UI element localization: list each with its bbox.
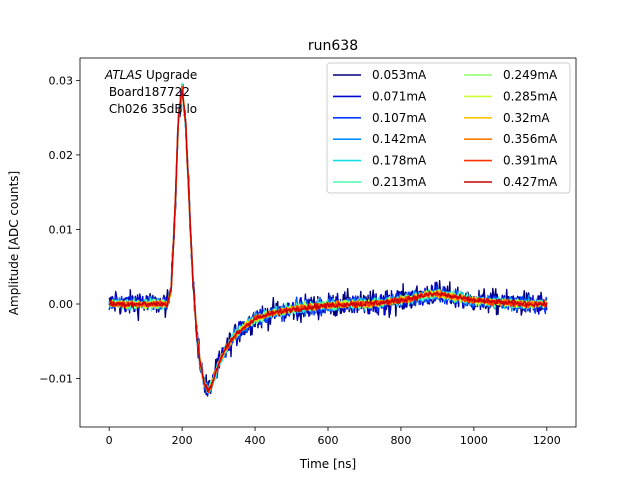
y-tick-label: −0.01 (39, 373, 73, 386)
annotation-board: Board187722 (105, 85, 190, 99)
y-tick-label: 0.03 (49, 74, 74, 87)
plot-area (108, 82, 548, 397)
legend-label: 0.213mA (372, 175, 427, 189)
legend-label: 0.391mA (503, 154, 558, 168)
legend-box (326, 62, 571, 194)
legend-label: 0.285mA (503, 89, 558, 103)
y-tick-label: 0.02 (49, 149, 74, 162)
series-line-11 (108, 89, 548, 393)
axis-ticks: 0 200 400 600 800 1000 1200 −0.01 0.00 0.01 0.02 0.… (39, 74, 561, 447)
x-tick-label: 600 (318, 434, 339, 447)
chart-title: run638 (308, 38, 358, 54)
x-tick-label: 200 (172, 434, 193, 447)
legend: 0.053mA 0.071mA 0.107mA 0.142mA 0.178mA 0.213… (326, 62, 571, 194)
legend-label: 0.107mA (372, 111, 427, 125)
legend-label: 0.249mA (503, 68, 558, 82)
x-tick-label: 400 (245, 434, 266, 447)
y-axis-label: Amplitude [ADC counts] (7, 171, 21, 315)
y-tick-label: 0.00 (49, 298, 74, 311)
legend-label: 0.053mA (372, 68, 427, 82)
x-tick-label: 0 (106, 434, 113, 447)
y-tick-label: 0.01 (49, 223, 74, 236)
annotation-text: ATLAS Upgrade (104, 68, 197, 82)
annotation-upgrade: Upgrade (142, 68, 197, 82)
legend-label: 0.356mA (503, 132, 558, 146)
legend-label: 0.427mA (503, 175, 558, 189)
x-tick-label: 800 (390, 434, 411, 447)
legend-label: 0.32mA (503, 111, 550, 125)
annotation-channel: Ch026 35dB lo (105, 102, 197, 116)
x-tick-label: 1000 (460, 434, 488, 447)
x-tick-label: 1200 (533, 434, 561, 447)
plot-frame (79, 57, 577, 428)
legend-label: 0.071mA (372, 89, 427, 103)
x-axis-label: Time [ns] (299, 457, 356, 471)
legend-label: 0.142mA (372, 132, 427, 146)
legend-label: 0.178mA (372, 154, 427, 168)
annotation-atlas: ATLAS (104, 68, 143, 82)
